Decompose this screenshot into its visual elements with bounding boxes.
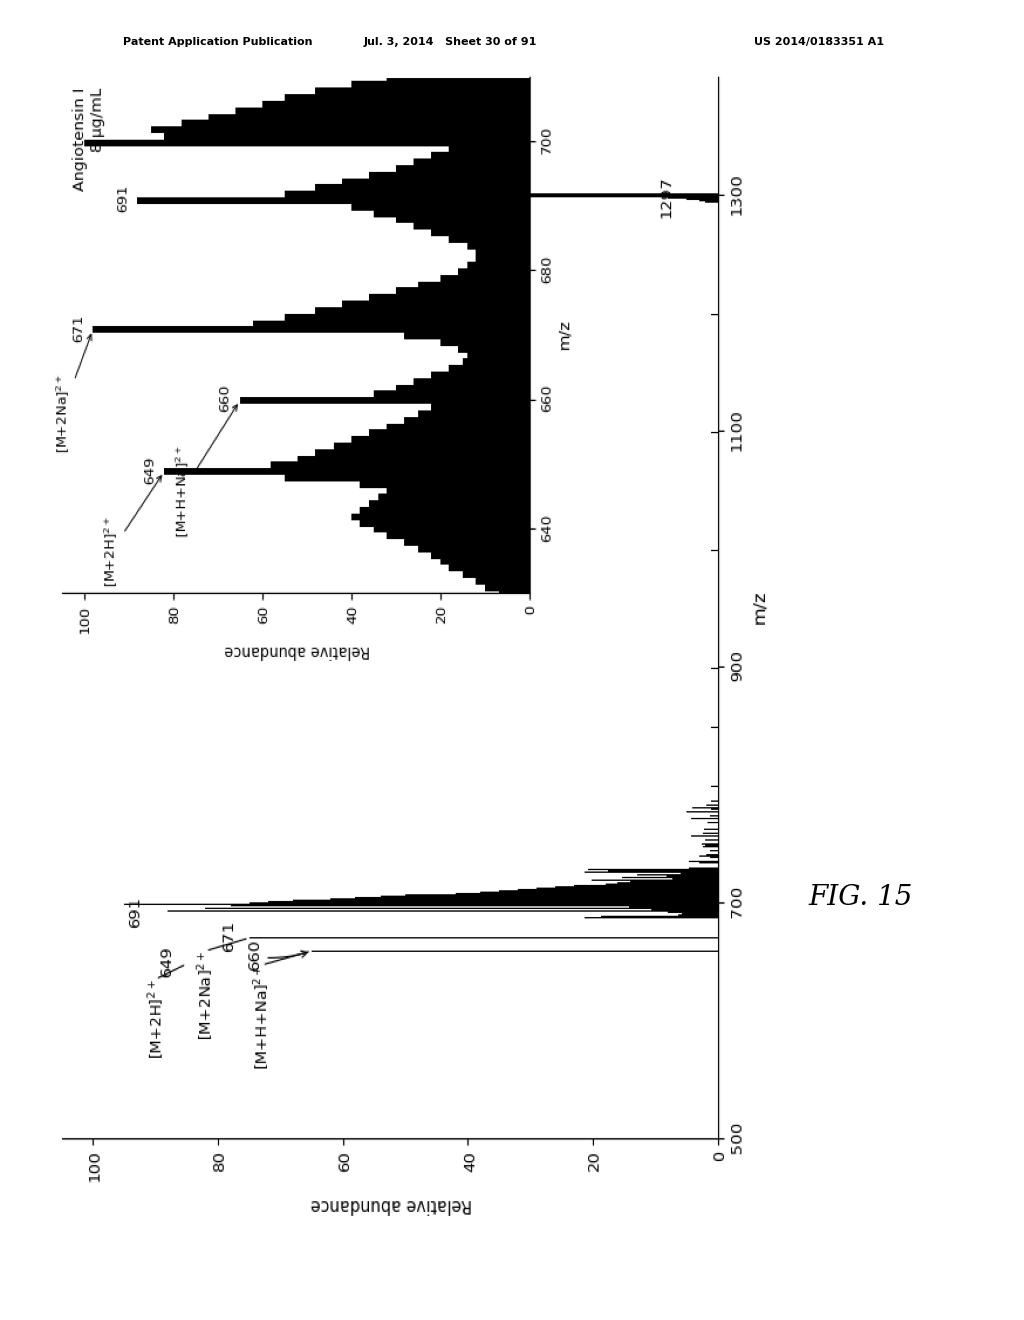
Text: Jul. 3, 2014   Sheet 30 of 91: Jul. 3, 2014 Sheet 30 of 91 xyxy=(364,37,538,48)
Text: US 2014/0183351 A1: US 2014/0183351 A1 xyxy=(755,37,884,48)
Text: FIG. 15: FIG. 15 xyxy=(808,884,912,911)
Text: Patent Application Publication: Patent Application Publication xyxy=(123,37,312,48)
